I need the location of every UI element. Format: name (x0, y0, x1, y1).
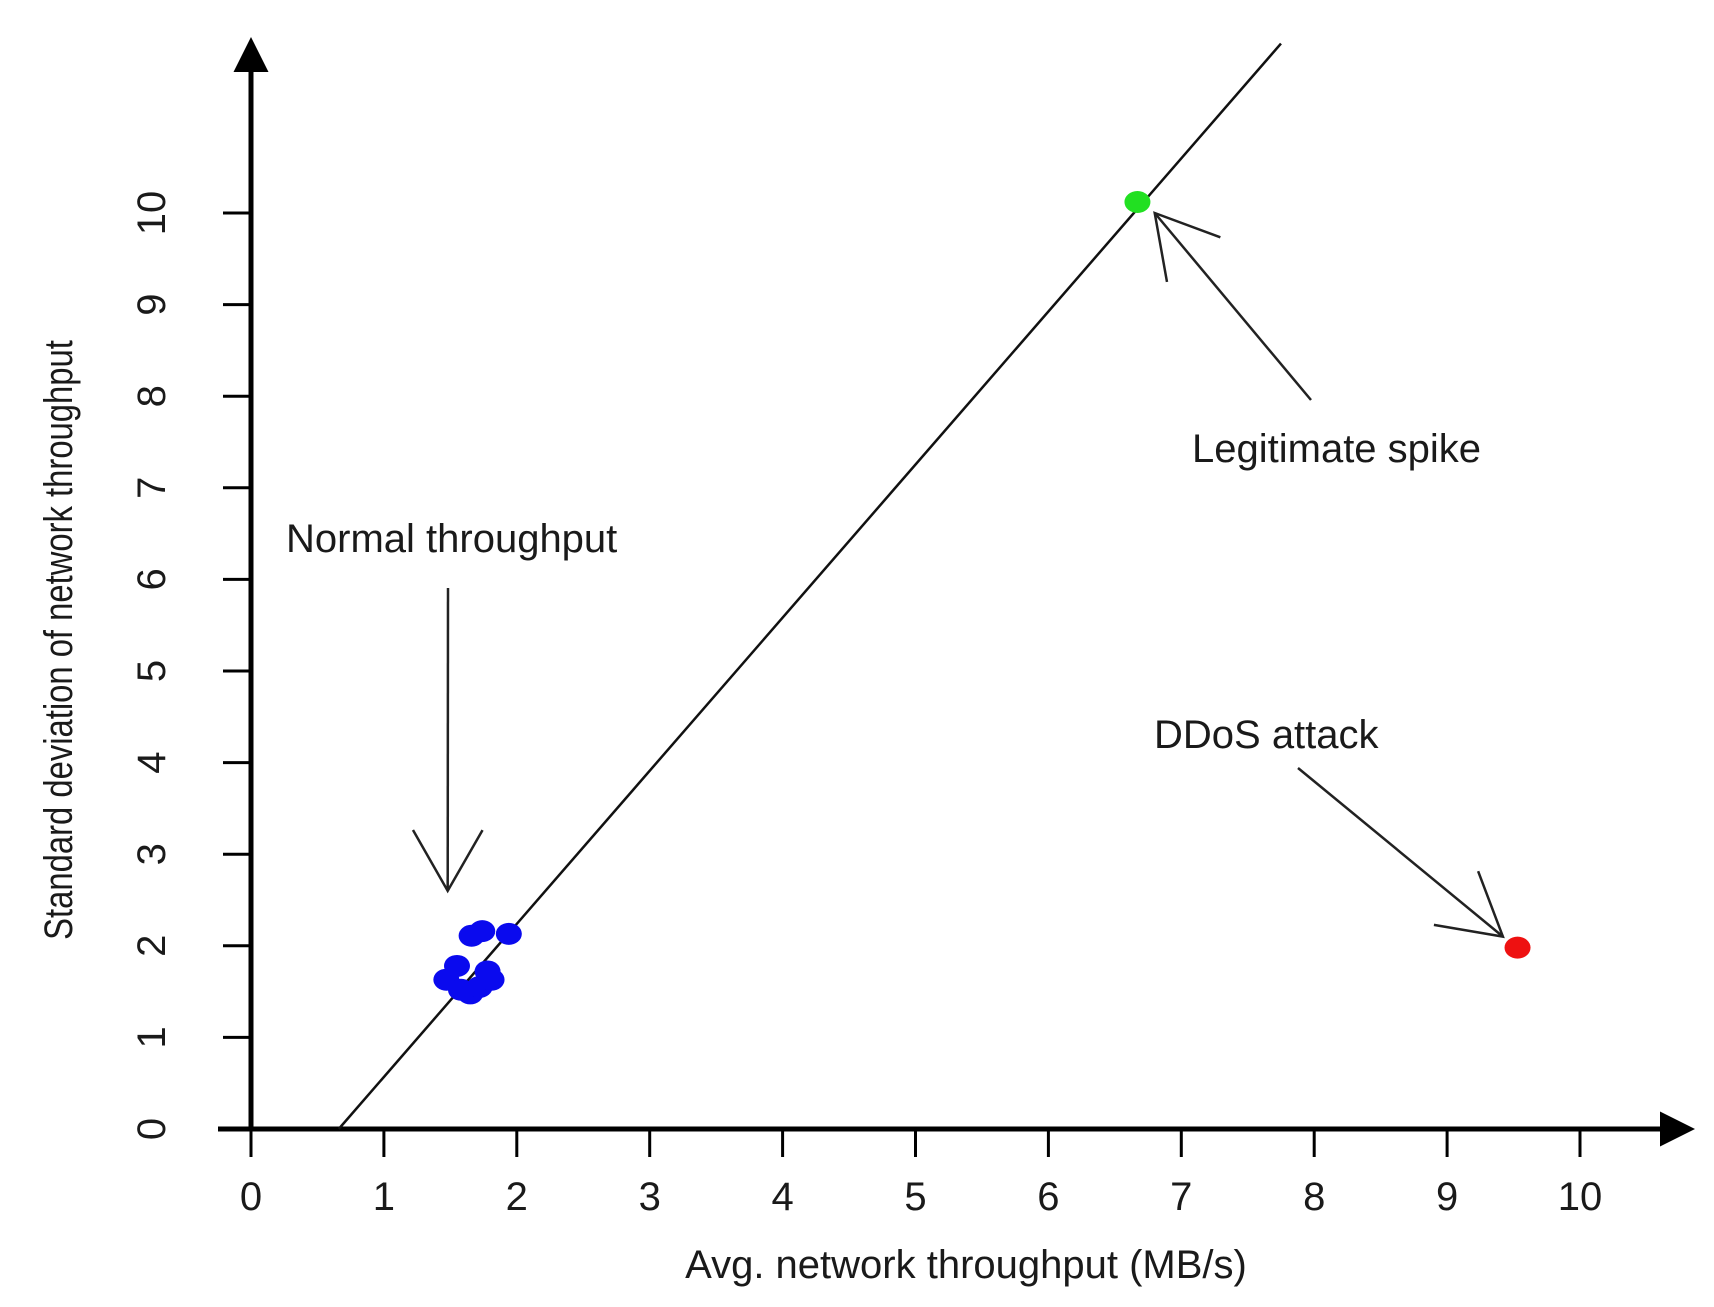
annotation-ddos-attack: DDoS attack (1154, 713, 1380, 757)
annotation-arrows (411, 211, 1505, 939)
x-tick-label: 10 (1558, 1175, 1603, 1219)
y-tick-label: 1 (130, 1026, 174, 1048)
y-axis-title: Standard deviation of network throughput (36, 340, 81, 940)
x-tick-label: 5 (904, 1175, 926, 1219)
data-point (443, 954, 470, 977)
data-point (469, 920, 496, 943)
y-tick-label: 10 (130, 191, 174, 236)
data-point (1124, 191, 1151, 214)
x-ticks: 0 1 2 3 4 5 6 7 8 9 10 (240, 1129, 1602, 1219)
annotation-arrow-shaft (1153, 212, 1312, 401)
x-tick-label: 3 (639, 1175, 661, 1219)
x-tick-label: 6 (1037, 1175, 1059, 1219)
y-tick-label: 2 (130, 935, 174, 957)
y-tick-label: 8 (130, 385, 174, 407)
x-tick-label: 4 (771, 1175, 793, 1219)
y-tick-label: 0 (130, 1118, 174, 1140)
annotation-arrow-head (411, 829, 484, 894)
reference-line (337, 42, 1282, 1130)
x-tick-label: 8 (1303, 1175, 1325, 1219)
x-tick-label: 7 (1170, 1175, 1192, 1219)
x-axis-title: Avg. network throughput (MB/s) (685, 1243, 1247, 1287)
data-point (1504, 936, 1531, 959)
data-point (495, 922, 522, 945)
annotation-arrow-head (1153, 211, 1221, 283)
y-ticks: 0 1 2 3 4 5 6 7 8 9 10 (130, 191, 251, 1140)
data-points (433, 191, 1531, 1005)
x-tick-label: 9 (1436, 1175, 1458, 1219)
y-tick-label: 4 (130, 751, 174, 773)
axes (218, 37, 1695, 1147)
annotation-arrow-head (1433, 870, 1505, 939)
y-tick-label: 3 (130, 843, 174, 865)
annotation-legitimate-spike: Legitimate spike (1192, 427, 1481, 471)
y-tick-label: 7 (130, 477, 174, 499)
y-tick-label: 9 (130, 293, 174, 315)
y-tick-label: 5 (130, 660, 174, 682)
x-tick-label: 0 (240, 1175, 262, 1219)
annotation-normal-throughput: Normal throughput (286, 517, 617, 561)
y-tick-label: 6 (130, 568, 174, 590)
annotation-arrow-shaft (1297, 767, 1504, 938)
x-tick-label: 1 (373, 1175, 395, 1219)
x-tick-label: 2 (506, 1175, 528, 1219)
data-point (478, 968, 505, 991)
